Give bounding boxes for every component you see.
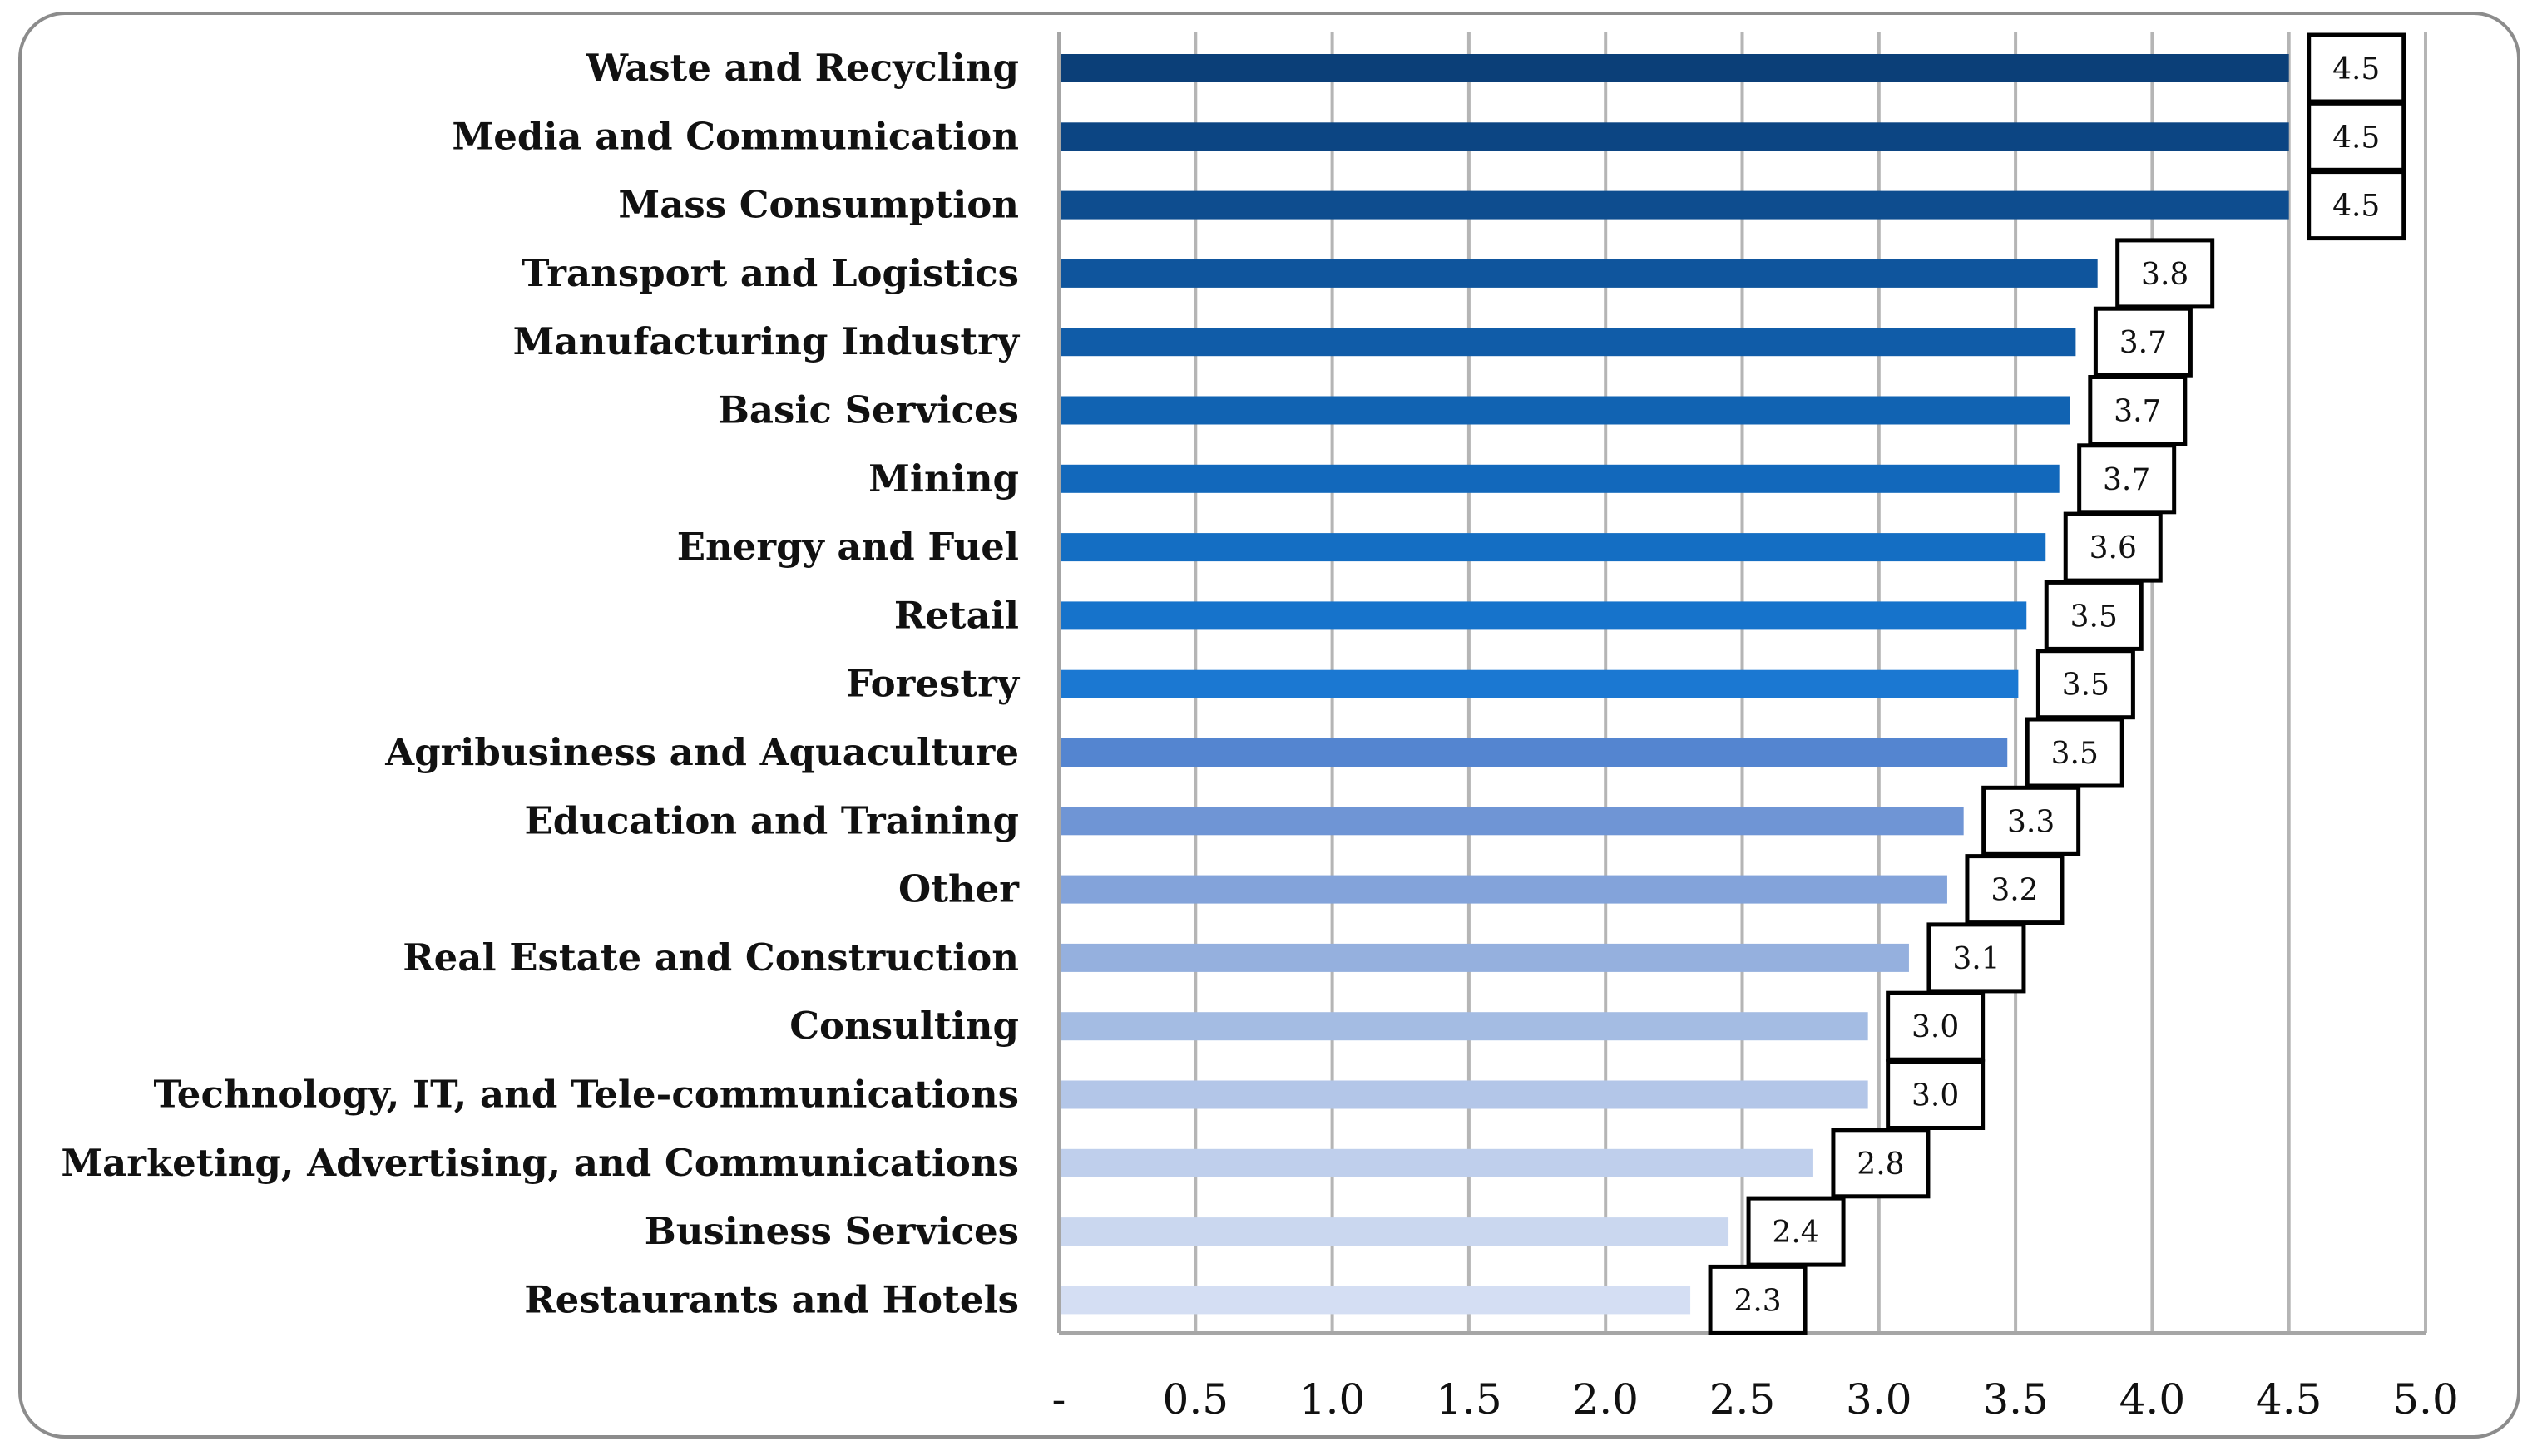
category-label: Marketing, Advertising, and Communicatio… bbox=[61, 1141, 1019, 1185]
category-label: Transport and Logistics bbox=[522, 251, 1019, 295]
bar bbox=[1059, 669, 2019, 698]
category-label: Energy and Fuel bbox=[677, 525, 1019, 569]
data-label-box bbox=[2077, 443, 2177, 515]
category-labels: Waste and Recycling Media and Communicati… bbox=[61, 46, 1021, 1321]
x-tick-labels: - 0.5 1.0 1.5 2.0 2.5 3.0 3.5 4.0 4.5 5.0 bbox=[1052, 1375, 2459, 1424]
data-label: 3.7 bbox=[2103, 463, 2150, 497]
category-label: Agribusiness and Aquaculture bbox=[384, 730, 1019, 774]
bar bbox=[1059, 328, 2076, 357]
bar bbox=[1059, 1080, 1868, 1109]
data-label-box bbox=[2063, 511, 2163, 583]
data-label: 3.0 bbox=[1911, 1079, 1959, 1113]
category-label: Retail bbox=[894, 593, 1019, 637]
category-label: Technology, IT, and Tele-communications bbox=[153, 1073, 1019, 1117]
category-label: Other bbox=[898, 867, 1020, 911]
data-label: 3.3 bbox=[2007, 805, 2055, 839]
bar bbox=[1059, 807, 1964, 836]
bar bbox=[1059, 1286, 1691, 1315]
x-tick-label: 1.0 bbox=[1299, 1375, 1366, 1424]
x-tick-label: 3.0 bbox=[1846, 1375, 1912, 1424]
bar bbox=[1059, 122, 2289, 151]
data-label-box bbox=[2044, 580, 2144, 651]
x-tick-label: 2.0 bbox=[1572, 1375, 1639, 1424]
bar bbox=[1059, 875, 1947, 904]
bars bbox=[1059, 54, 2289, 1315]
x-tick-label: 2.5 bbox=[1709, 1375, 1776, 1424]
data-label: 2.3 bbox=[1733, 1284, 1781, 1318]
data-label-box bbox=[2115, 238, 2215, 309]
data-label: 4.5 bbox=[2332, 190, 2380, 224]
bar bbox=[1059, 396, 2070, 425]
data-label-box bbox=[1831, 1128, 1931, 1199]
bar bbox=[1059, 464, 2060, 493]
data-label-box bbox=[1708, 1264, 1808, 1335]
x-tick-label: 5.0 bbox=[2392, 1375, 2459, 1424]
bar bbox=[1059, 1148, 1813, 1177]
data-label-box bbox=[2025, 717, 2124, 788]
x-tick-label: 1.5 bbox=[1436, 1375, 1502, 1424]
data-label: 4.5 bbox=[2332, 52, 2380, 86]
category-label: Business Services bbox=[645, 1209, 1019, 1253]
data-label: 3.5 bbox=[2062, 669, 2109, 703]
data-labels: 4.5 4.5 4.5 3.8 3.7 3.7 3.7 3.6 3.5 3.5 3.5 3.3 3.2 3… bbox=[1708, 32, 2406, 1335]
bar bbox=[1059, 259, 2098, 288]
data-label-box bbox=[2307, 32, 2406, 104]
data-label: 2.8 bbox=[1857, 1148, 1904, 1182]
bar bbox=[1059, 533, 2046, 562]
x-tick-label: 3.5 bbox=[1982, 1375, 2049, 1424]
bar bbox=[1059, 54, 2289, 82]
data-label: 3.0 bbox=[1911, 1010, 1959, 1044]
x-tick-label: 4.5 bbox=[2256, 1375, 2322, 1424]
x-tick-label: 4.0 bbox=[2119, 1375, 2186, 1424]
data-label-box bbox=[1886, 1059, 1986, 1130]
category-label: Waste and Recycling bbox=[585, 46, 1019, 90]
data-label: 4.5 bbox=[2332, 121, 2380, 155]
category-label: Forestry bbox=[846, 662, 1021, 706]
data-label: 3.5 bbox=[2051, 737, 2099, 771]
data-label-box bbox=[2093, 306, 2193, 378]
data-label: 3.7 bbox=[2114, 395, 2161, 429]
x-tick-label: - bbox=[1052, 1375, 1066, 1424]
category-label: Consulting bbox=[789, 1004, 1019, 1048]
bar bbox=[1059, 738, 2008, 767]
data-label-box bbox=[2307, 101, 2406, 172]
category-label: Education and Training bbox=[525, 798, 1020, 842]
data-label-box bbox=[1965, 854, 2065, 925]
data-label: 3.7 bbox=[2119, 326, 2167, 360]
data-label-box bbox=[2088, 375, 2188, 446]
category-label: Media and Communication bbox=[452, 114, 1019, 158]
x-tick-label: 0.5 bbox=[1163, 1375, 1229, 1424]
data-label: 3.5 bbox=[2070, 600, 2118, 634]
bar bbox=[1059, 601, 2027, 630]
bar bbox=[1059, 943, 1909, 972]
data-label: 2.4 bbox=[1772, 1216, 1819, 1250]
data-label-box bbox=[2307, 170, 2406, 241]
category-label: Restaurants and Hotels bbox=[524, 1277, 1019, 1321]
category-label: Manufacturing Industry bbox=[513, 319, 1021, 363]
bar bbox=[1059, 1012, 1868, 1041]
bar bbox=[1059, 190, 2289, 220]
data-label: 3.1 bbox=[1952, 942, 2000, 976]
gridlines bbox=[1194, 32, 2427, 1333]
category-label: Mining bbox=[868, 457, 1019, 501]
category-label: Basic Services bbox=[718, 388, 1019, 432]
data-label: 3.2 bbox=[1991, 874, 2038, 908]
data-label: 3.6 bbox=[2089, 531, 2137, 565]
category-label: Real Estate and Construction bbox=[403, 935, 1019, 980]
category-label: Mass Consumption bbox=[618, 183, 1019, 227]
data-label: 3.8 bbox=[2141, 258, 2188, 292]
bar bbox=[1059, 1217, 1729, 1246]
